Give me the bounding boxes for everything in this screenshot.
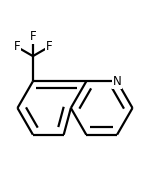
Text: F: F (14, 40, 20, 53)
Text: N: N (113, 75, 122, 88)
Text: F: F (45, 40, 52, 53)
Text: F: F (30, 30, 36, 43)
